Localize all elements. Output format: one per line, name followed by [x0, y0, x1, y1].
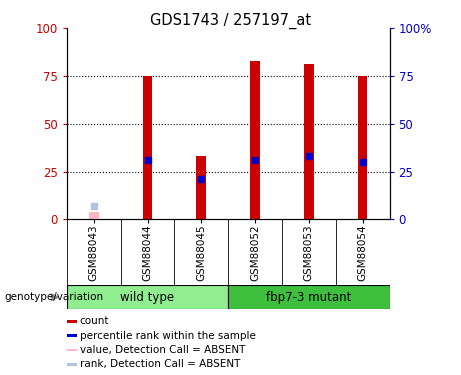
Text: count: count	[80, 316, 109, 326]
Bar	[67, 334, 77, 337]
Bar	[89, 212, 99, 219]
Text: value, Detection Call = ABSENT: value, Detection Call = ABSENT	[80, 345, 245, 355]
Text: fbp7-3 mutant: fbp7-3 mutant	[266, 291, 352, 304]
Text: GSM88054: GSM88054	[358, 225, 368, 281]
Text: rank, Detection Call = ABSENT: rank, Detection Call = ABSENT	[80, 360, 240, 369]
Bar	[250, 61, 260, 219]
Text: GSM88043: GSM88043	[89, 225, 99, 281]
Bar	[67, 363, 77, 366]
Text: GSM88052: GSM88052	[250, 225, 260, 281]
Text: GDS1743 / 257197_at: GDS1743 / 257197_at	[150, 13, 311, 29]
Bar	[304, 64, 313, 219]
Bar	[358, 76, 367, 219]
FancyBboxPatch shape	[228, 285, 390, 309]
Bar	[67, 349, 77, 351]
Text: percentile rank within the sample: percentile rank within the sample	[80, 331, 255, 340]
FancyBboxPatch shape	[67, 285, 228, 309]
Text: GSM88045: GSM88045	[196, 225, 207, 281]
Bar	[196, 156, 206, 219]
Bar	[142, 76, 152, 219]
Text: wild type: wild type	[120, 291, 175, 304]
Text: GSM88053: GSM88053	[304, 225, 314, 281]
Text: GSM88044: GSM88044	[142, 225, 153, 281]
Bar	[67, 320, 77, 322]
Text: genotype/variation: genotype/variation	[5, 292, 104, 302]
